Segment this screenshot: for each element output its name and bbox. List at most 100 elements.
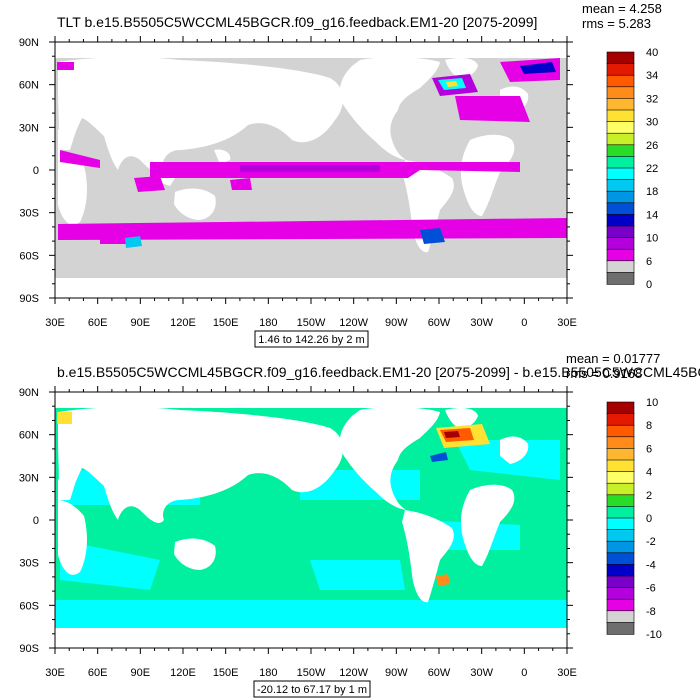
colorbar-label: -8 (646, 606, 656, 618)
colorbar-swatch (606, 459, 635, 473)
stat-rms: rms = 5.283 (582, 16, 651, 31)
x-tick-label: 60E (88, 317, 108, 329)
x-tick-label: 90W (385, 317, 408, 329)
colorbar-swatch (606, 109, 635, 123)
colorbar-swatch (606, 622, 635, 635)
x-tick-marks (54, 386, 568, 654)
stat-rms: rms = 0.9168 (566, 366, 642, 381)
colorbar-swatch (606, 552, 635, 566)
colorbar: 10 8 6 4 2 0 -2 -4 -6 -8 -10 (606, 397, 662, 641)
x-tick-label: 120E (170, 317, 196, 329)
y-tick-label: 0 (33, 165, 39, 177)
y-tick-label: 30N (19, 122, 39, 134)
colorbar-label: 10 (646, 233, 658, 245)
colorbar-label: 26 (646, 140, 658, 152)
x-tick-label: 180 (259, 317, 277, 329)
x-tick-labels: 30E 60E 90E 120E 150E 180 150W 120W 90W 60W 30W 0 30… (45, 317, 577, 329)
panel-bottom: b.e15.B5505C5WCCML45BGCR.f09_g16.feedbac… (19, 351, 700, 698)
colorbar-swatch (606, 517, 635, 531)
colorbar-swatch (606, 237, 635, 250)
colorbar-swatch (606, 156, 635, 169)
colorbar-swatch (606, 248, 635, 262)
colorbar-label: 0 (646, 279, 652, 291)
colorbar-swatch (606, 587, 635, 600)
x-tick-label: 150E (213, 317, 239, 329)
colorbar-swatch (606, 540, 635, 554)
stat-mean: mean = 0.01777 (566, 351, 660, 366)
colorbar-swatch (606, 225, 635, 239)
colorbar-label: -4 (646, 559, 656, 571)
y-tick-label: 60N (19, 80, 39, 92)
colorbar-label: 18 (646, 186, 658, 198)
colorbar-label: 10 (646, 397, 658, 409)
colorbar-label: 32 (646, 93, 658, 105)
x-tick-label: 180 (259, 667, 277, 679)
x-tick-label: 120W (339, 667, 368, 679)
colorbar-swatch (606, 260, 635, 274)
y-tick-label: 30S (19, 208, 39, 220)
map-plot (55, 392, 567, 648)
panel-top: TLT b.e15.B5505C5WCCML45BGCR.f09_g16.fee… (19, 1, 662, 348)
x-tick-label: 150E (213, 667, 239, 679)
colorbar-swatch (606, 86, 635, 100)
colorbar-swatch (606, 575, 635, 589)
panel-title: b.e15.B5505C5WCCML45BGCR.f09_g16.feedbac… (57, 364, 700, 380)
y-tick-label: 90N (19, 37, 39, 49)
colorbar-swatch (606, 564, 635, 577)
colorbar-label: 34 (646, 70, 658, 82)
y-tick-labels: 90N 60N 30N 0 30S 60S 90S (19, 387, 39, 655)
panel-title: TLT b.e15.B5505C5WCCML45BGCR.f09_g16.fee… (57, 14, 537, 30)
colorbar-label: 2 (646, 490, 652, 502)
colorbar-swatch (606, 167, 635, 181)
x-tick-label: 60E (88, 667, 108, 679)
x-tick-label: 60W (428, 317, 451, 329)
colorbar-swatch (606, 121, 635, 134)
colorbar-swatch (606, 132, 635, 146)
colorbar-swatch (606, 144, 635, 158)
x-tick-label: 0 (521, 667, 527, 679)
colorbar-label: 4 (646, 467, 652, 479)
x-tick-label: 90W (385, 667, 408, 679)
y-tick-label: 90N (19, 387, 39, 399)
x-tick-label: 120E (170, 667, 196, 679)
anomaly-features (57, 412, 490, 586)
colorbar-label: -6 (646, 583, 656, 595)
colorbar-swatch (606, 529, 635, 542)
colorbar-label: 14 (646, 209, 658, 221)
x-tick-label: 0 (521, 317, 527, 329)
x-tick-label: 150W (297, 667, 326, 679)
colorbar-swatch (606, 610, 635, 624)
x-tick-label: 30W (470, 317, 493, 329)
x-tick-labels: 30E 60E 90E 120E 150E 180 150W 120W 90W 60W 30W 0 30… (45, 667, 577, 679)
info-text: 1.46 to 142.26 by 2 m (258, 334, 364, 346)
colorbar-swatch (606, 190, 635, 204)
x-tick-marks (54, 36, 568, 304)
colorbar-swatch (606, 494, 635, 508)
y-tick-label: 0 (33, 515, 39, 527)
land-masses (55, 42, 567, 298)
colorbar-swatch (606, 51, 635, 65)
x-tick-label: 90E (131, 317, 151, 329)
colorbar-swatch (606, 448, 635, 461)
y-tick-label: 30N (19, 472, 39, 484)
colorbar-swatch (606, 202, 635, 216)
colorbar-swatch (606, 401, 635, 415)
info-text: -20.12 to 67.17 by 1 m (257, 684, 367, 696)
land-masses (55, 392, 567, 648)
colorbar-swatch (606, 482, 635, 496)
colorbar-label: 8 (646, 420, 652, 432)
colorbar-swatch (606, 63, 635, 76)
x-tick-label: 30E (557, 667, 577, 679)
x-tick-label: 30E (557, 317, 577, 329)
colorbar-swatch (606, 74, 635, 88)
x-tick-label: 60W (428, 667, 451, 679)
colorbar-label: 6 (646, 256, 652, 268)
x-tick-label: 150W (297, 317, 326, 329)
colorbar-swatch (606, 436, 635, 450)
info-box: 1.46 to 142.26 by 2 m (254, 330, 369, 348)
colorbar-label: 0 (646, 513, 652, 525)
x-tick-label: 30E (45, 667, 65, 679)
y-tick-label: 60S (19, 250, 39, 262)
colorbar-swatch (606, 179, 635, 192)
